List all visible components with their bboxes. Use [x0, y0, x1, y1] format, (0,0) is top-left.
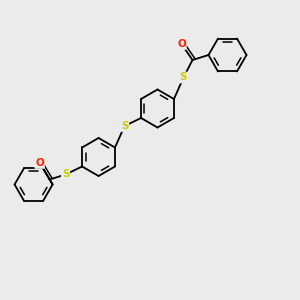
Text: O: O: [35, 158, 44, 168]
Text: O: O: [177, 39, 186, 49]
Text: S: S: [121, 121, 128, 131]
Text: S: S: [62, 169, 69, 179]
Text: S: S: [180, 73, 187, 82]
